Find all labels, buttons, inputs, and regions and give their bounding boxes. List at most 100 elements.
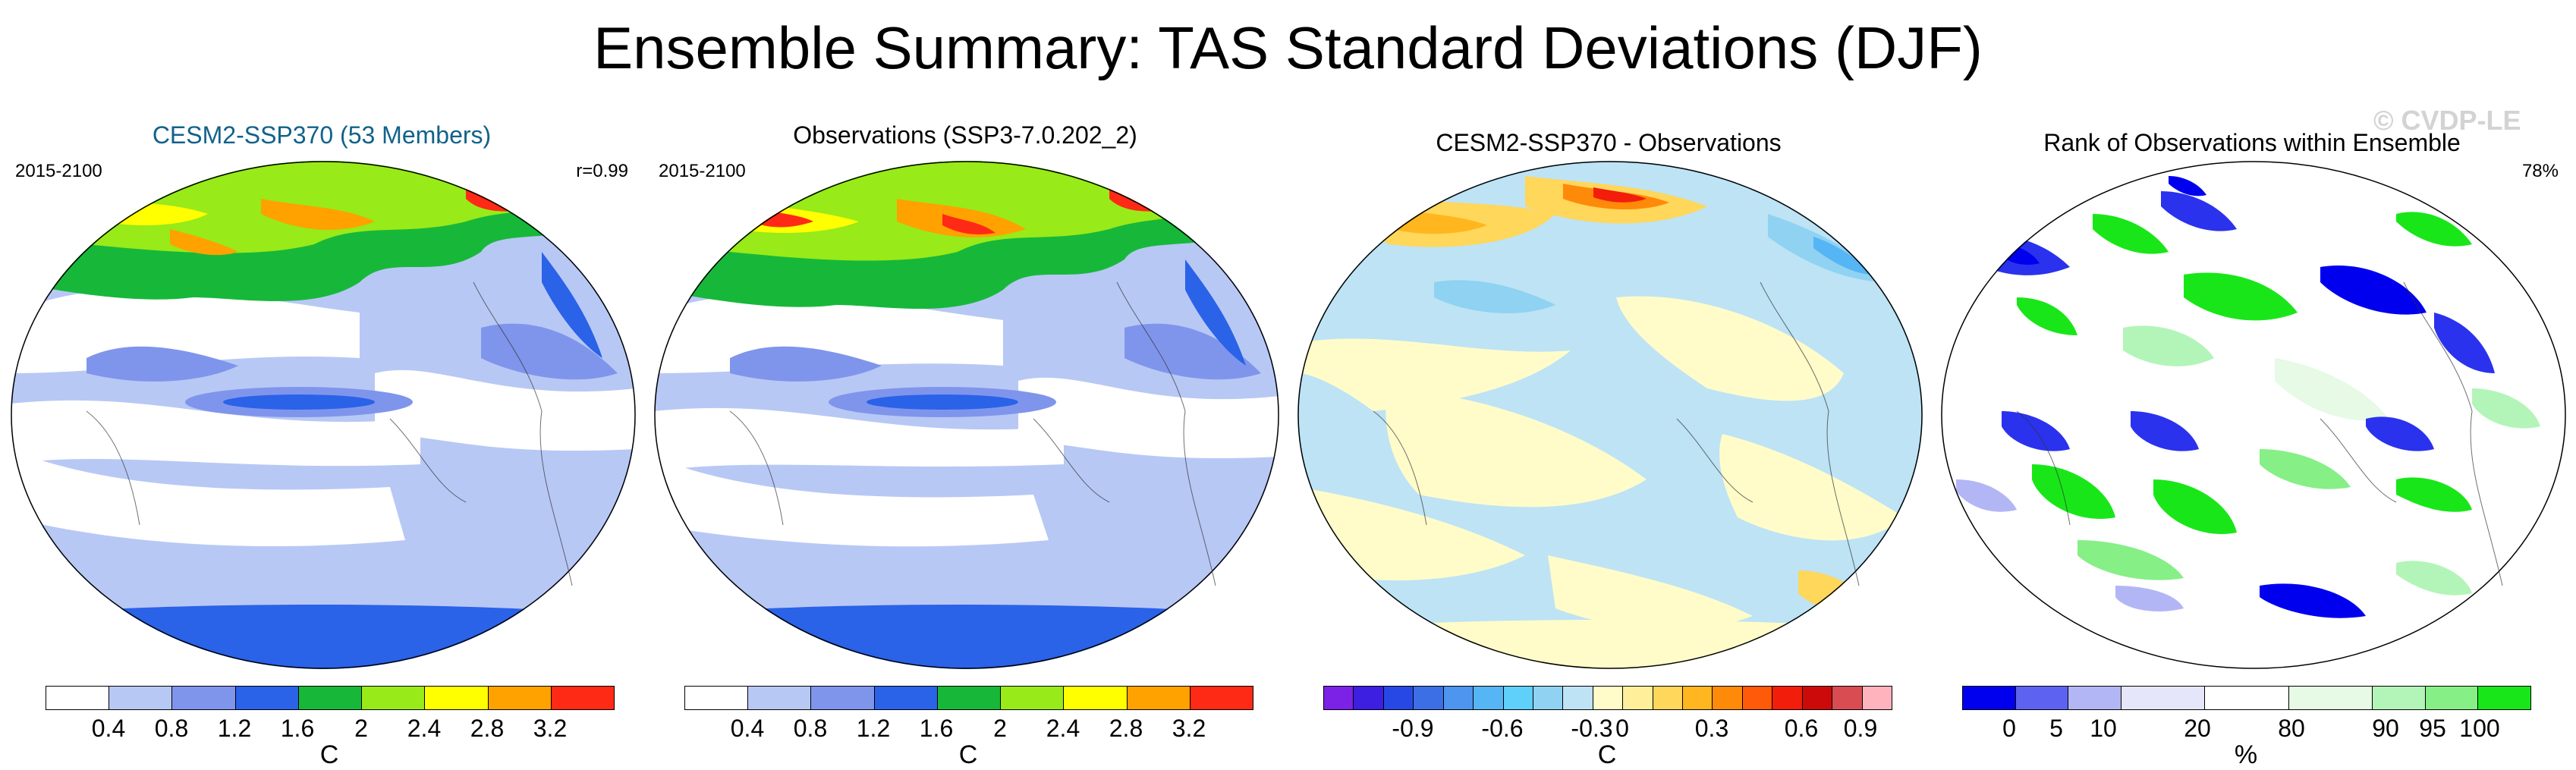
colorbar-tick-zero: 0 (1615, 715, 1629, 742)
colorbar-bin (1772, 687, 1803, 709)
colorbar-tick: 3.2 (1172, 715, 1206, 742)
panel-model-stddev: CESM2-SSP370 (53 Members) 2015-2100 r=0.… (0, 114, 643, 769)
colorbar-bin (2015, 687, 2069, 709)
colorbar-unit: C (319, 740, 339, 769)
colorbar-bin (1001, 687, 1065, 709)
colorbar-tick: 5 (2049, 715, 2063, 742)
colorbar-bin (488, 687, 552, 709)
colorbar-bin (1503, 687, 1533, 709)
colorbar-tick: 90 (2372, 715, 2399, 742)
colorbar-bin (2425, 687, 2479, 709)
colorbar-bin (1802, 687, 1833, 709)
colorbar-tick: 95 (2419, 715, 2446, 742)
colorbar-tick: 0.6 (1784, 715, 1819, 742)
colorbar-tick: 2.4 (1046, 715, 1080, 742)
colorbar-bin (1127, 687, 1190, 709)
panel-title: CESM2-SSP370 (53 Members) (152, 121, 492, 149)
colorbar-bin (2288, 687, 2373, 709)
colorbar-bin (1190, 687, 1253, 709)
colorbar-tick: 0.8 (793, 715, 828, 742)
colorbar-tick: 0.9 (1843, 715, 1878, 742)
colorbar-tick: 0.4 (91, 715, 126, 742)
colorbar-bin (1713, 687, 1743, 709)
stddev-map-observations (654, 161, 1279, 669)
colorbar-tick: 0.8 (154, 715, 189, 742)
period-label: 2015-2100 (15, 161, 102, 181)
colorbar-bin (685, 687, 749, 709)
panel-rank: Rank of Observations within Ensemble 78% (1930, 114, 2574, 769)
colorbar-bin (1383, 687, 1414, 709)
colorbar-bin (2373, 687, 2426, 709)
colorbar-tick: 2.8 (1109, 715, 1143, 742)
colorbar-unit: % (2234, 740, 2258, 769)
pattern-correlation-label: r=0.99 (576, 161, 628, 181)
colorbar-bin (109, 687, 173, 709)
colorbar-bin (748, 687, 812, 709)
colorbar-bin (46, 687, 110, 709)
difference-map (1297, 161, 1923, 669)
colorbar-tick: 1.6 (919, 715, 954, 742)
percent-label: 78% (2521, 161, 2559, 181)
colorbar-tick: -0.9 (1392, 715, 1434, 742)
colorbar-bin (1862, 687, 1892, 709)
colorbar-tick: 2 (354, 715, 368, 742)
colorbar-tick: 10 (2090, 715, 2117, 742)
colorbar (1323, 686, 1892, 710)
colorbar-tick: 3.2 (533, 715, 568, 742)
colorbar-unit: C (958, 740, 978, 769)
colorbar-tick: 0 (2002, 715, 2016, 742)
stddev-map-model (11, 161, 636, 669)
colorbar-tick: 1.2 (856, 715, 891, 742)
colorbar-unit: C (1597, 740, 1617, 769)
colorbar-bin (1623, 687, 1653, 709)
colorbar-bin (1443, 687, 1474, 709)
colorbar-bin (1533, 687, 1564, 709)
colorbar-tick: 20 (2184, 715, 2211, 742)
colorbar-bin (1653, 687, 1684, 709)
colorbar-bin (551, 687, 614, 709)
colorbar-bin (2205, 687, 2289, 709)
panel-title: CESM2-SSP370 - Observations (1436, 129, 1782, 156)
colorbar-bin (1963, 687, 2016, 709)
colorbar-bin (1064, 687, 1128, 709)
colorbar-tick: 2.8 (470, 715, 505, 742)
colorbar (46, 686, 615, 710)
colorbar-bin (2478, 687, 2530, 709)
figure-title: Ensemble Summary: TAS Standard Deviation… (593, 14, 1983, 81)
colorbar-bin (235, 687, 299, 709)
colorbar-bin (2121, 687, 2206, 709)
colorbar-bin (298, 687, 363, 709)
panel-title: Observations (SSP3-7.0.202_2) (793, 121, 1137, 149)
colorbar-tick: 1.2 (217, 715, 252, 742)
colorbar-tick: -0.3 (1571, 715, 1613, 742)
colorbar-bin (172, 687, 236, 709)
colorbar-bin (1354, 687, 1384, 709)
rank-map (1941, 161, 2566, 669)
colorbar (1962, 686, 2531, 710)
colorbar-bin (874, 687, 938, 709)
colorbar-tick: -0.6 (1481, 715, 1524, 742)
colorbar (684, 686, 1253, 710)
colorbar-tick: 1.6 (280, 715, 315, 742)
panel-observations-stddev: Observations (SSP3-7.0.202_2) 2015-2100 (643, 114, 1287, 769)
panel-difference: CESM2-SSP370 - Observations (1287, 114, 1930, 769)
colorbar-bin (1832, 687, 1863, 709)
colorbar-bin (811, 687, 875, 709)
colorbar-bin (1414, 687, 1444, 709)
colorbar-bin (2068, 687, 2122, 709)
watermark: © CVDP-LE (2373, 105, 2521, 136)
colorbar-tick: 2 (993, 715, 1007, 742)
colorbar-bin (1593, 687, 1624, 709)
colorbar-tick: 100 (2459, 715, 2500, 742)
colorbar-bin (362, 687, 426, 709)
colorbar-tick: 0.3 (1694, 715, 1729, 742)
colorbar-bin (1563, 687, 1593, 709)
colorbar-bin (1474, 687, 1504, 709)
colorbar-bin (1324, 687, 1354, 709)
colorbar-bin (1742, 687, 1773, 709)
colorbar-tick: 2.4 (407, 715, 442, 742)
colorbar-bin (1683, 687, 1713, 709)
colorbar-bin (937, 687, 1002, 709)
colorbar-tick: 0.4 (730, 715, 765, 742)
panel-title: Rank of Observations within Ensemble (2043, 129, 2461, 156)
